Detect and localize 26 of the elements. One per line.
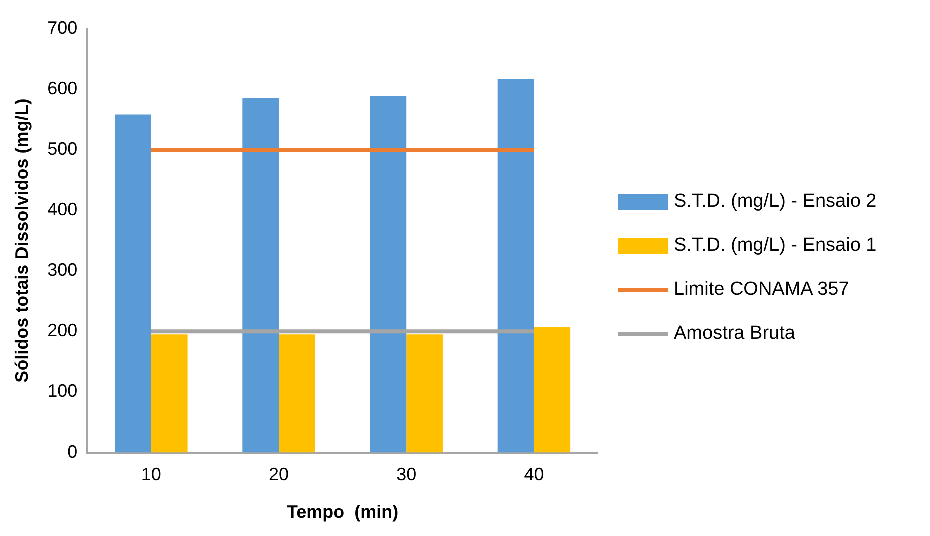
x-axis-title: Tempo (min)	[286, 502, 399, 522]
y-tick-label: 500	[48, 138, 78, 159]
y-tick-label: 0	[68, 442, 78, 462]
y-tick-label: 600	[48, 78, 78, 98]
bar	[242, 98, 280, 453]
y-tick-label: 700	[48, 18, 78, 38]
x-tick-label: 20	[269, 464, 290, 485]
bar	[115, 114, 152, 453]
y-tick-label: 200	[48, 320, 78, 341]
legend-label: S.T.D. (mg/L) - Ensaio 2	[674, 191, 877, 213]
bar	[498, 79, 534, 453]
legend-label: S.T.D. (mg/L) - Ensaio 1	[674, 235, 877, 257]
bar	[406, 334, 443, 453]
y-axis-title: Sólidos totais Dissolvidos (mg/L)	[12, 98, 32, 383]
y-tick-label: 100	[48, 381, 78, 402]
legend-label: Amostra Bruta	[674, 323, 796, 345]
bar	[370, 96, 407, 453]
x-tick-label: 40	[524, 464, 544, 485]
bar	[279, 334, 316, 453]
bar	[151, 334, 188, 453]
x-tick-label: 10	[141, 464, 162, 485]
y-tick-label: 300	[48, 260, 78, 280]
x-tick-label: 30	[396, 464, 417, 485]
y-tick-label: 400	[48, 199, 78, 220]
bar	[534, 327, 571, 453]
legend-label: Limite CONAMA 357	[674, 279, 850, 301]
